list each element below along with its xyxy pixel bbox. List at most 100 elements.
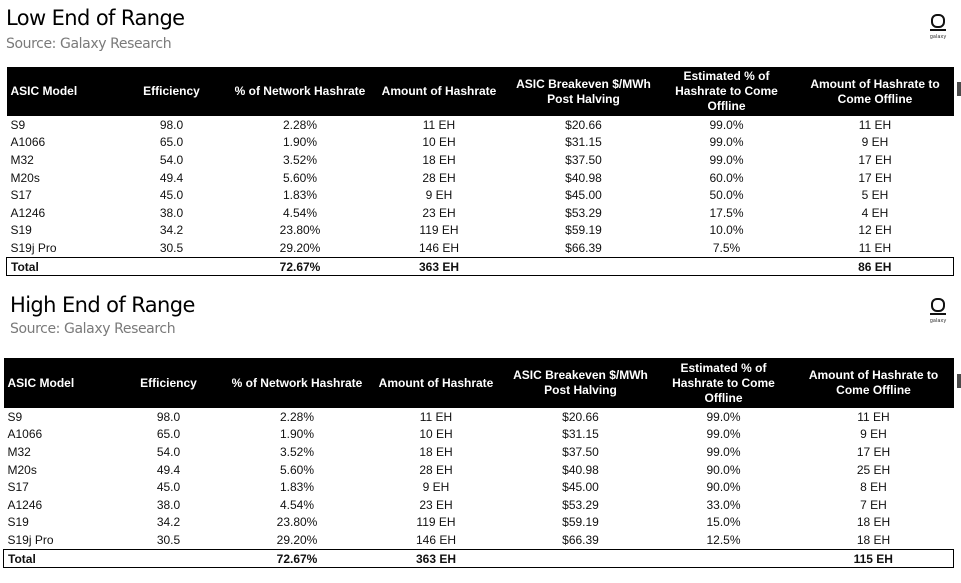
cell-efficiency: 65.0	[159, 135, 184, 150]
column-header-breakeven: ASIC Breakeven $/MWh Post Halving	[510, 67, 657, 116]
cell-network-share: 23.80%	[276, 515, 318, 530]
cell-network-share: 4.54%	[282, 205, 318, 220]
galaxy-logo: galaxy	[926, 14, 950, 48]
cell-network-share: 4.54%	[279, 497, 315, 512]
cell-model: S19j Pro	[10, 240, 57, 255]
cell-model: S17	[7, 480, 29, 495]
cell-breakeven: $40.98	[565, 170, 602, 185]
cell-offline-hashrate: 11 EH	[858, 117, 892, 132]
cell-breakeven	[507, 548, 654, 569]
table-row: M32 54.0 3.52% 18 EH $37.50 99.0% 17 EH	[7, 151, 954, 169]
cell-breakeven: $45.00	[562, 480, 599, 495]
high-range-title: High End of Range	[10, 293, 195, 317]
cell-offline-hashrate: 17 EH	[858, 170, 892, 185]
cell-network-share: 72.67%	[229, 548, 365, 569]
cell-model: M20s	[7, 462, 37, 477]
table-row: M32 54.0 3.52% 18 EH $37.50 99.0% 17 EH	[4, 443, 954, 461]
cell-model: S19	[7, 515, 29, 530]
table-row: A1066 65.0 1.90% 10 EH $31.15 99.0% 9 EH	[4, 426, 954, 444]
column-header-model: ASIC Model	[3, 358, 108, 408]
column-header-offline-hashrate: Amount of Hashrate to Come Offline	[793, 358, 954, 408]
column-header-offline-pct: Estimated % of Hashrate to Come Offline	[653, 358, 794, 408]
low-range-source: Source: Galaxy Research	[6, 36, 172, 52]
table-header-row: ASIC Model Efficiency% of Network Hashrat…	[3, 358, 954, 408]
cell-offline-hashrate: 18 EH	[856, 515, 891, 530]
cell-efficiency	[110, 256, 233, 277]
cell-offline-pct: 99.0%	[706, 444, 741, 459]
total-row: Total 72.67% 363 EH 86 EH	[6, 256, 954, 277]
table-row: S9 98.0 2.28% 11 EH $20.66 99.0% 11 EH	[7, 116, 954, 134]
cell-efficiency: 49.4	[156, 462, 181, 477]
cell-efficiency: 38.0	[159, 205, 184, 220]
cell-offline-hashrate: 11 EH	[858, 240, 892, 255]
cell-breakeven: $53.29	[562, 497, 599, 512]
column-header-efficiency: Efficiency	[110, 67, 233, 116]
cell-efficiency: 30.5	[159, 240, 184, 255]
cell-offline-pct: 33.0%	[706, 497, 741, 512]
cell-offline-pct: 90.0%	[706, 480, 741, 495]
column-header-network-share: % of Network Hashrate	[232, 67, 368, 116]
cell-offline-hashrate: 4 EH	[861, 205, 889, 220]
cell-hashrate: 9 EH	[422, 480, 450, 495]
cell-breakeven: $59.19	[565, 223, 602, 238]
cell-efficiency: 34.2	[156, 515, 181, 530]
column-header-breakeven: ASIC Breakeven $/MWh Post Halving	[507, 358, 654, 408]
table-row: S17 45.0 1.83% 9 EH $45.00 50.0% 5 EH	[7, 186, 954, 204]
cell-efficiency: 98.0	[159, 117, 184, 132]
cell-network-share: 1.83%	[279, 480, 315, 495]
galaxy-logo-icon	[930, 298, 946, 315]
cell-hashrate: 11 EH	[422, 117, 456, 132]
cell-breakeven: $66.39	[562, 532, 599, 547]
cell-efficiency: 49.4	[159, 170, 184, 185]
cell-hashrate: 23 EH	[419, 497, 453, 512]
cell-offline-pct: 60.0%	[709, 170, 744, 185]
cell-model: S19	[10, 223, 32, 238]
cell-network-share: 1.90%	[282, 135, 318, 150]
table-row: S19j Pro 30.5 29.20% 146 EH $66.39 12.5% 18 EH	[4, 531, 954, 549]
cell-offline-pct: 99.0%	[709, 152, 744, 167]
cell-efficiency: 98.0	[156, 409, 181, 424]
low-range-section: Low End of Range Source: Galaxy Research…	[0, 0, 961, 280]
cell-network-share: 1.83%	[282, 188, 318, 203]
cell-efficiency: 54.0	[156, 444, 181, 459]
cell-breakeven: $37.50	[562, 444, 599, 459]
cell-network-share: 3.52%	[279, 444, 315, 459]
cell-hashrate: 10 EH	[419, 427, 453, 442]
column-header-offline-hashrate: Amount of Hashrate to Come Offline	[796, 67, 954, 116]
cell-breakeven: $20.66	[565, 117, 602, 132]
cell-offline-pct	[656, 256, 797, 277]
cell-hashrate: 146 EH	[415, 532, 457, 547]
cell-breakeven: $31.15	[565, 135, 602, 150]
table-header-row: ASIC Model Efficiency% of Network Hashrat…	[6, 67, 954, 116]
cell-efficiency: 30.5	[156, 532, 181, 547]
cell-hashrate: 28 EH	[422, 170, 456, 185]
cell-breakeven: $59.19	[562, 515, 599, 530]
cell-model: S9	[7, 409, 23, 424]
table-row: A1246 38.0 4.54% 23 EH $53.29 17.5% 4 EH	[7, 204, 954, 222]
galaxy-logo-text: galaxy	[929, 318, 947, 324]
cell-efficiency: 45.0	[156, 480, 181, 495]
cell-model: S9	[10, 117, 26, 132]
cell-efficiency: 45.0	[159, 188, 184, 203]
cell-breakeven: $37.50	[565, 152, 602, 167]
cell-network-share: 1.90%	[279, 427, 315, 442]
cell-model: A1066	[7, 427, 43, 442]
cell-offline-hashrate: 18 EH	[856, 532, 891, 547]
cell-model: M32	[10, 152, 34, 167]
cell-hashrate: 23 EH	[422, 205, 456, 220]
cell-offline-hashrate: 17 EH	[858, 152, 892, 167]
cell-hashrate: 119 EH	[419, 223, 459, 238]
cell-breakeven: $53.29	[565, 205, 602, 220]
high-range-source: Source: Galaxy Research	[10, 321, 176, 337]
cell-hashrate: 119 EH	[416, 515, 456, 530]
cell-network-share: 29.20%	[276, 532, 318, 547]
cell-model: Total	[3, 548, 108, 569]
table-row: S19 34.2 23.80% 119 EH $59.19 15.0% 18 EH	[4, 514, 954, 532]
table-row: S9 98.0 2.28% 11 EH $20.66 99.0% 11 EH	[4, 408, 954, 426]
cell-network-share: 5.60%	[282, 170, 318, 185]
cell-offline-hashrate: 11 EH	[857, 409, 890, 424]
window-edge	[957, 82, 961, 96]
cell-network-share: 72.67%	[232, 256, 368, 277]
column-header-efficiency: Efficiency	[107, 358, 230, 408]
cell-efficiency: 38.0	[156, 497, 181, 512]
